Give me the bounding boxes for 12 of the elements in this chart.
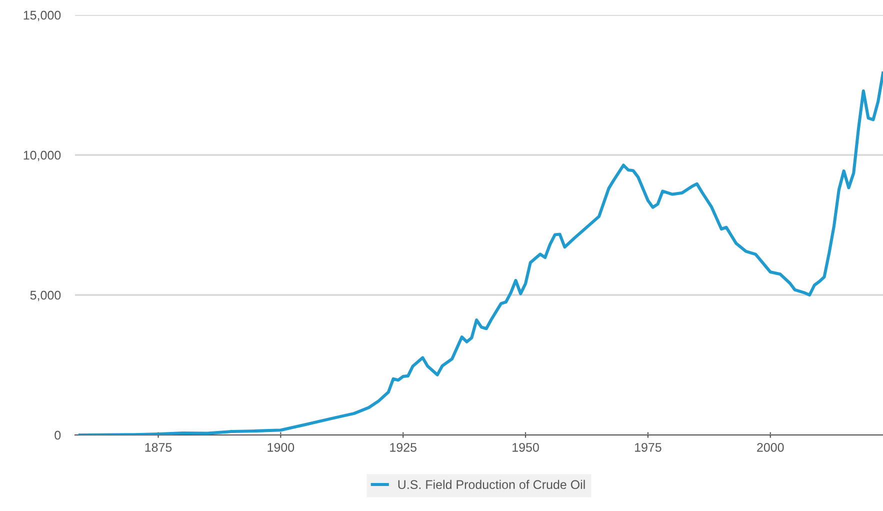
x-tick-label: 2000 (757, 442, 784, 452)
x-tick-label: 1875 (145, 442, 172, 452)
x-tick-label: 1975 (634, 442, 662, 452)
y-tick-label: 5,000 (30, 290, 61, 302)
x-tick-label: 1900 (268, 442, 294, 452)
y-tick-label: 15,000 (24, 10, 61, 22)
x-tick-label: 1925 (390, 442, 416, 452)
y-tick-label: 10,000 (24, 150, 61, 162)
legend-label: U.S. Field Production of Crude Oil (398, 480, 585, 490)
line-series (78, 71, 883, 435)
y-tick-label: 0 (54, 430, 61, 440)
x-tick-label: 1950 (512, 442, 539, 452)
